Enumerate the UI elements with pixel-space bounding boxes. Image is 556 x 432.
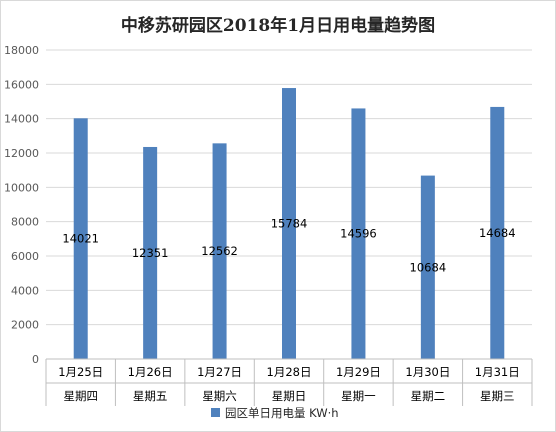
y-tick-label: 10000 bbox=[4, 181, 39, 194]
chart-title: 中移苏研园区2018年1月日用电量趋势图 bbox=[121, 15, 435, 36]
data-label: 14021 bbox=[62, 232, 99, 246]
x-tick-label-date: 1月25日 bbox=[58, 365, 103, 379]
y-tick-label: 16000 bbox=[4, 78, 39, 91]
data-label: 14684 bbox=[479, 226, 516, 240]
bars bbox=[73, 88, 505, 360]
y-tick-label: 14000 bbox=[4, 113, 39, 126]
x-tick-label-date: 1月30日 bbox=[405, 365, 450, 379]
x-tick-label-date: 1月29日 bbox=[336, 365, 381, 379]
bar bbox=[351, 108, 366, 359]
x-tick-label-weekday: 星期二 bbox=[411, 389, 446, 403]
data-labels: 14021 12351 12562 15784 14596 10684 14684 bbox=[62, 217, 515, 275]
y-tick-label: 6000 bbox=[11, 250, 39, 263]
y-tick-label: 2000 bbox=[11, 319, 39, 332]
data-label: 10684 bbox=[410, 260, 447, 274]
x-tick-label-date: 1月31日 bbox=[475, 365, 520, 379]
y-tick-label: 12000 bbox=[4, 147, 39, 160]
bar bbox=[73, 118, 88, 359]
bar bbox=[490, 106, 505, 359]
x-tick-label-date: 1月26日 bbox=[128, 365, 173, 379]
bar bbox=[420, 175, 435, 359]
data-label: 12351 bbox=[132, 246, 169, 260]
x-tick-label-weekday: 星期四 bbox=[63, 389, 98, 403]
x-tick-label-weekday: 星期五 bbox=[133, 389, 168, 403]
data-label: 14596 bbox=[340, 227, 377, 241]
x-tick-label-date: 1月27日 bbox=[197, 365, 242, 379]
data-label: 15784 bbox=[271, 217, 308, 231]
x-tick-label-weekday: 星期三 bbox=[480, 389, 515, 403]
legend: 园区单日用电量 KW·h bbox=[211, 406, 339, 420]
y-tick-label: 4000 bbox=[11, 284, 39, 297]
x-tick-label-weekday: 星期一 bbox=[341, 389, 376, 403]
y-axis-ticks: 0 2000 4000 6000 8000 10000 12000 14000 16000 180… bbox=[4, 44, 39, 366]
x-tick-label-weekday: 星期日 bbox=[272, 389, 307, 403]
legend-label: 园区单日用电量 KW·h bbox=[225, 406, 339, 420]
data-label: 12562 bbox=[201, 244, 238, 258]
bar bbox=[282, 88, 296, 360]
x-tick-label-date: 1月28日 bbox=[267, 365, 312, 379]
y-tick-label: 18000 bbox=[4, 44, 39, 57]
y-tick-label: 0 bbox=[32, 353, 39, 366]
bar bbox=[143, 146, 158, 359]
bar bbox=[212, 143, 227, 359]
legend-swatch bbox=[211, 408, 220, 417]
x-tick-label-weekday: 星期六 bbox=[202, 389, 237, 403]
y-tick-label: 8000 bbox=[11, 216, 39, 229]
